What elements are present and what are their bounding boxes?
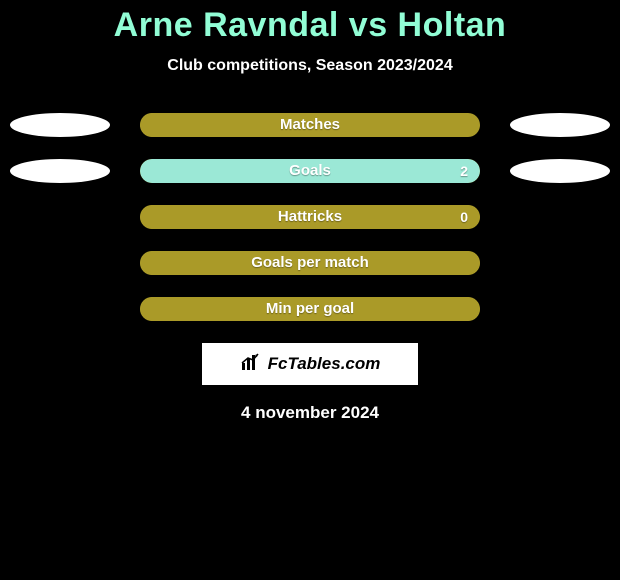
stat-bar: Goals2 <box>140 159 480 183</box>
stat-row: Min per goal <box>0 297 620 321</box>
player-right-marker <box>510 159 610 183</box>
stat-label: Hattricks <box>140 205 480 229</box>
comparison-card: Arne Ravndal vs Holtan Club competitions… <box>0 0 620 580</box>
date-label: 4 november 2024 <box>241 403 379 423</box>
stat-label: Matches <box>140 113 480 137</box>
player-left-marker <box>10 113 110 137</box>
stat-bar: Min per goal <box>140 297 480 321</box>
stat-row: Hattricks0 <box>0 205 620 229</box>
stat-row: Goals2 <box>0 159 620 183</box>
stat-row: Goals per match <box>0 251 620 275</box>
stat-value: 2 <box>460 159 468 183</box>
player-left-marker <box>10 159 110 183</box>
brand-badge: FcTables.com <box>202 343 418 385</box>
player-right-marker <box>510 113 610 137</box>
subtitle: Club competitions, Season 2023/2024 <box>167 57 452 75</box>
stat-label: Min per goal <box>140 297 480 321</box>
stat-bar: Matches <box>140 113 480 137</box>
stat-label: Goals per match <box>140 251 480 275</box>
page-title: Arne Ravndal vs Holtan <box>114 6 507 45</box>
stat-value: 0 <box>460 205 468 229</box>
brand-name: FcTables.com <box>268 354 381 374</box>
stat-label: Goals <box>140 159 480 183</box>
stat-rows: Matches Goals2 Hattricks0 Goals per match Mi… <box>0 113 620 321</box>
brand-chart-icon <box>240 351 262 378</box>
stat-bar: Goals per match <box>140 251 480 275</box>
stat-bar: Hattricks0 <box>140 205 480 229</box>
stat-row: Matches <box>0 113 620 137</box>
